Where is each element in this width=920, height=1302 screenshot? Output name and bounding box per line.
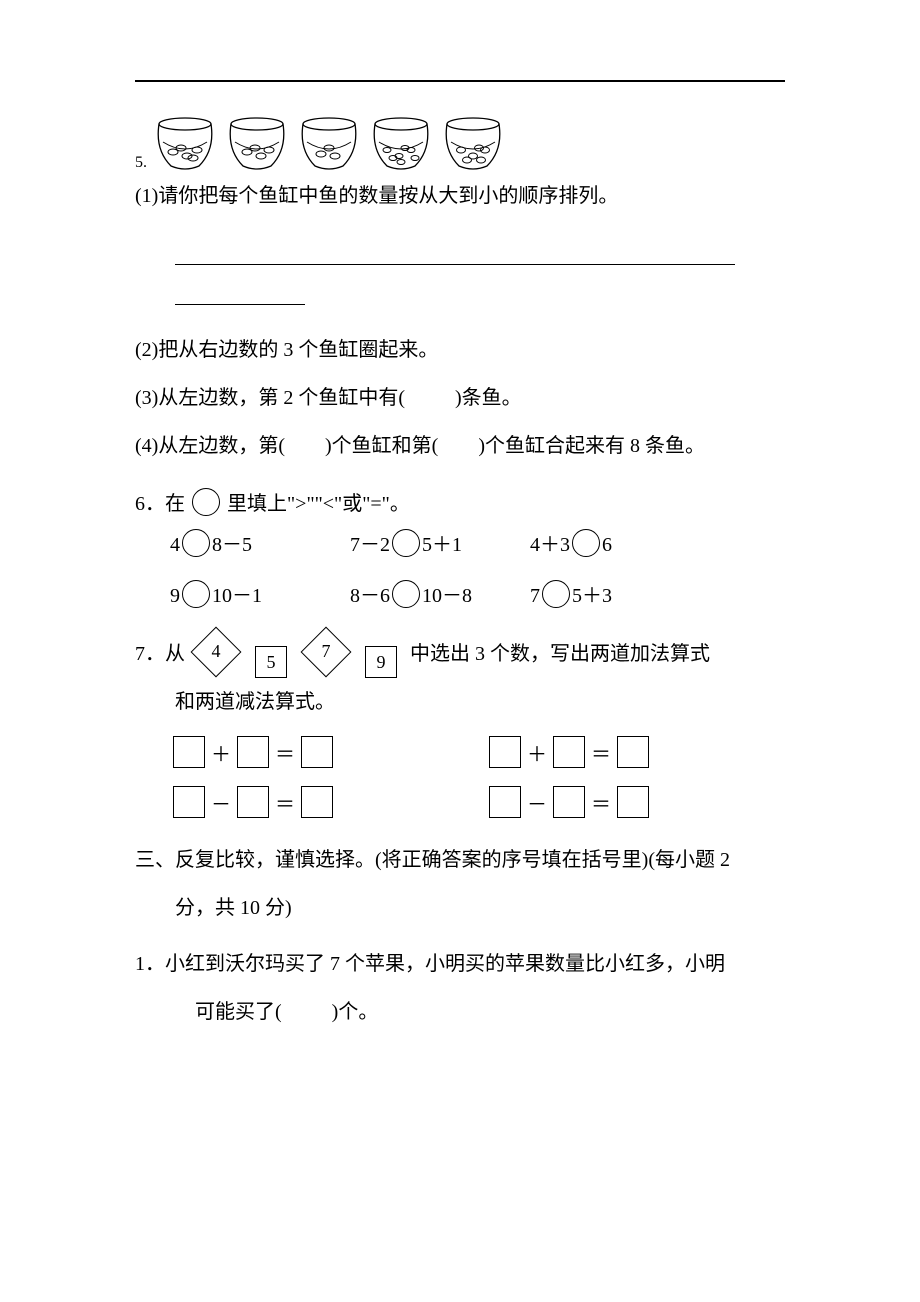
q5-sub4-suffix: )个鱼缸合起来有 8 条鱼。 — [478, 435, 705, 457]
comp-cell: 8－6 10－8 — [350, 579, 480, 608]
worksheet-page: 5. — [0, 0, 920, 1302]
fishpot-icon — [153, 112, 217, 172]
operand: 8－5 — [212, 534, 252, 556]
q6-row-2: 9 10－1 8－6 10－8 7 5＋3 — [170, 579, 840, 608]
q3-1-line2-suffix: )个。 — [332, 1001, 379, 1023]
q6-title-prefix: 6．在 — [135, 493, 185, 515]
operand: 10－1 — [212, 585, 262, 607]
q5-row: 5. — [135, 112, 840, 172]
square-number: 9 — [365, 646, 397, 678]
comp-cell: 4 8－5 — [170, 528, 300, 557]
op-eq: ＝ — [275, 788, 295, 817]
square-number: 5 — [255, 646, 287, 678]
circle-blank-icon[interactable] — [182, 580, 210, 608]
eq-row: －＝ －＝ — [170, 786, 840, 818]
box-blank[interactable] — [489, 786, 521, 818]
q3-1-line2-prefix: 可能买了( — [195, 1001, 282, 1023]
q5-sub3: (3)从左边数，第 2 个鱼缸中有( )条鱼。 — [135, 374, 840, 422]
fishpots-group — [153, 112, 505, 172]
q5-sub4-prefix: (4)从左边数，第( — [135, 435, 285, 457]
operand: 7－2 — [350, 534, 390, 556]
circle-blank-icon[interactable] — [392, 529, 420, 557]
op-add: ＋ — [527, 738, 547, 767]
comp-cell: 4＋3 6 — [530, 528, 660, 557]
op-eq: ＝ — [275, 738, 295, 767]
q5-label: 5. — [135, 154, 147, 172]
fishpot-icon — [297, 112, 361, 172]
operand: 10－8 — [422, 585, 472, 607]
q3-1-line2: 可能买了( )个。 — [195, 988, 840, 1036]
q7-title-prefix: 7．从 — [135, 643, 185, 665]
q7-title: 7．从 4 5 7 9 中选出 3 个数，写出两道加法算式 — [135, 630, 840, 678]
box-blank[interactable] — [489, 736, 521, 768]
operand: 4＋3 — [530, 534, 570, 556]
operand: 9 — [170, 585, 180, 607]
header-rule — [135, 80, 785, 82]
q7-title-line2: 和两道减法算式。 — [175, 678, 840, 726]
box-blank[interactable] — [617, 736, 649, 768]
q5-sub3-prefix: (3)从左边数，第 2 个鱼缸中有( — [135, 387, 405, 409]
fishpot-icon — [441, 112, 505, 172]
q5-sub2: (2)把从右边数的 3 个鱼缸圈起来。 — [135, 326, 840, 374]
equation-add: ＋＝ — [486, 736, 652, 768]
q7-equation-grid: ＋＝ ＋＝ －＝ －＝ — [170, 736, 840, 818]
section3-heading: 三、反复比较，谨慎选择。(将正确答案的序号填在括号里)(每小题 2 — [135, 836, 840, 884]
equation-sub: －＝ — [170, 786, 336, 818]
comp-cell: 9 10－1 — [170, 579, 300, 608]
box-blank[interactable] — [553, 786, 585, 818]
circle-blank-icon[interactable] — [542, 580, 570, 608]
comp-cell: 7 5＋3 — [530, 579, 660, 608]
equation-add: ＋＝ — [170, 736, 336, 768]
number-label: 7 — [308, 634, 344, 670]
q6-title: 6．在 里填上">""<"或"="。 — [135, 480, 840, 528]
box-blank[interactable] — [237, 786, 269, 818]
q5-answer-line-1 — [175, 248, 840, 270]
blank-underline[interactable] — [175, 288, 305, 305]
q3-1-line1: 1．小红到沃尔玛买了 7 个苹果，小明买的苹果数量比小红多，小明 — [135, 940, 840, 988]
eq-row: ＋＝ ＋＝ — [170, 736, 840, 768]
box-blank[interactable] — [173, 736, 205, 768]
diamond-number: 7 — [308, 634, 344, 670]
equation-sub: －＝ — [486, 786, 652, 818]
operand: 8－6 — [350, 585, 390, 607]
op-add: ＋ — [211, 738, 231, 767]
op-eq: ＝ — [591, 738, 611, 767]
box-blank[interactable] — [173, 786, 205, 818]
op-sub: － — [211, 788, 231, 817]
box-blank[interactable] — [553, 736, 585, 768]
box-blank[interactable] — [301, 736, 333, 768]
section3-heading-line2: 分，共 10 分) — [175, 884, 840, 932]
fishpot-icon — [225, 112, 289, 172]
q5-sub4-mid: )个鱼缸和第( — [325, 435, 438, 457]
operand: 6 — [602, 534, 612, 556]
number-label: 4 — [198, 634, 234, 670]
op-eq: ＝ — [591, 788, 611, 817]
circle-blank-icon — [192, 488, 220, 516]
q5-sub1: (1)请你把每个鱼缸中鱼的数量按从大到小的顺序排列。 — [135, 172, 840, 220]
q6-row-1: 4 8－5 7－2 5＋1 4＋3 6 — [170, 528, 840, 557]
operand: 4 — [170, 534, 180, 556]
q5-answer-line-2 — [175, 288, 840, 310]
box-blank[interactable] — [237, 736, 269, 768]
blank-underline[interactable] — [175, 248, 735, 265]
operand: 7 — [530, 585, 540, 607]
box-blank[interactable] — [617, 786, 649, 818]
diamond-number: 4 — [198, 634, 234, 670]
op-sub: － — [527, 788, 547, 817]
fishpot-icon — [369, 112, 433, 172]
box-blank[interactable] — [301, 786, 333, 818]
q6-grid: 4 8－5 7－2 5＋1 4＋3 6 9 10－1 8－6 10－8 7 5＋3 — [170, 528, 840, 608]
operand: 5＋3 — [572, 585, 612, 607]
q7-title-mid: 中选出 3 个数，写出两道加法算式 — [410, 643, 710, 665]
q6-title-suffix: 里填上">""<"或"="。 — [227, 493, 410, 515]
circle-blank-icon[interactable] — [182, 529, 210, 557]
q5-sub3-suffix: )条鱼。 — [455, 387, 522, 409]
circle-blank-icon[interactable] — [392, 580, 420, 608]
circle-blank-icon[interactable] — [572, 529, 600, 557]
operand: 5＋1 — [422, 534, 462, 556]
q5-sub4: (4)从左边数，第( )个鱼缸和第( )个鱼缸合起来有 8 条鱼。 — [135, 422, 840, 470]
comp-cell: 7－2 5＋1 — [350, 528, 480, 557]
